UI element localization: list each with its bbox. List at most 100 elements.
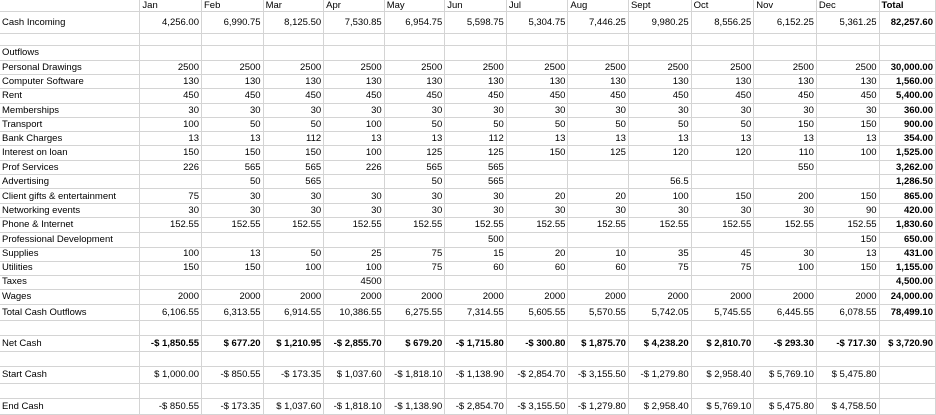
- total-cell[interactable]: 1,525.00: [879, 145, 936, 162]
- value-cell[interactable]: 152.55: [753, 217, 817, 233]
- month-header-cell[interactable]: Aug: [567, 0, 629, 13]
- value-cell[interactable]: 50: [263, 247, 325, 262]
- value-cell[interactable]: 2500: [691, 60, 755, 75]
- value-cell[interactable]: [691, 383, 755, 399]
- value-cell[interactable]: [816, 275, 880, 290]
- value-cell[interactable]: $ 1,000.00: [139, 366, 202, 384]
- value-cell[interactable]: 130: [691, 74, 755, 89]
- value-cell[interactable]: 125: [444, 145, 507, 162]
- value-cell[interactable]: [753, 232, 817, 248]
- value-cell[interactable]: [567, 160, 629, 176]
- value-cell[interactable]: 30: [567, 203, 629, 219]
- value-cell[interactable]: [384, 320, 446, 337]
- value-cell[interactable]: 152.55: [567, 217, 629, 233]
- value-cell[interactable]: 152.55: [139, 217, 202, 233]
- value-cell[interactable]: $ 677.20: [201, 335, 264, 353]
- value-cell[interactable]: $ 1,875.70: [567, 335, 629, 353]
- row-label-cell[interactable]: Taxes: [0, 275, 141, 290]
- value-cell[interactable]: 13: [506, 131, 569, 147]
- value-cell[interactable]: 450: [753, 88, 817, 105]
- value-cell[interactable]: 30: [201, 203, 264, 219]
- value-cell[interactable]: $ 5,475.80: [816, 366, 880, 384]
- value-cell[interactable]: [263, 275, 325, 290]
- value-cell[interactable]: [506, 320, 569, 337]
- value-cell[interactable]: 152.55: [384, 217, 446, 233]
- value-cell[interactable]: 30: [691, 203, 755, 219]
- value-cell[interactable]: 2000: [323, 289, 385, 305]
- value-cell[interactable]: 150: [816, 117, 880, 133]
- value-cell[interactable]: 152.55: [816, 217, 880, 233]
- value-cell[interactable]: 75: [139, 188, 202, 205]
- value-cell[interactable]: 5,598.75: [444, 11, 507, 34]
- value-cell[interactable]: [139, 320, 202, 337]
- value-cell[interactable]: [444, 383, 507, 399]
- value-cell[interactable]: [139, 33, 202, 46]
- value-cell[interactable]: 5,605.55: [506, 304, 569, 322]
- value-cell[interactable]: 120: [691, 145, 755, 162]
- value-cell[interactable]: 30: [384, 103, 446, 119]
- total-header-cell[interactable]: Total: [879, 0, 936, 13]
- total-cell[interactable]: 78,499.10: [879, 304, 936, 322]
- value-cell[interactable]: [201, 45, 264, 61]
- row-label-cell[interactable]: Bank Charges: [0, 131, 141, 147]
- value-cell[interactable]: -$ 1,715.80: [444, 335, 507, 353]
- total-cell[interactable]: 1,155.00: [879, 261, 936, 276]
- value-cell[interactable]: 10,386.55: [323, 304, 385, 322]
- value-cell[interactable]: [567, 351, 629, 368]
- value-cell[interactable]: 152.55: [201, 217, 264, 233]
- row-label-cell[interactable]: Interest on loan: [0, 145, 141, 162]
- row-label-cell[interactable]: [0, 0, 141, 13]
- value-cell[interactable]: [567, 33, 629, 46]
- total-cell[interactable]: 650.00: [879, 232, 936, 248]
- value-cell[interactable]: 30: [628, 203, 692, 219]
- value-cell[interactable]: 5,570.55: [567, 304, 629, 322]
- row-label-cell[interactable]: Start Cash: [0, 366, 141, 384]
- value-cell[interactable]: 90: [816, 203, 880, 219]
- value-cell[interactable]: [444, 33, 507, 46]
- row-label-cell[interactable]: Personal Drawings: [0, 60, 141, 75]
- total-cell[interactable]: $ 3,720.90: [879, 335, 936, 353]
- value-cell[interactable]: [567, 232, 629, 248]
- value-cell[interactable]: 30: [263, 203, 325, 219]
- value-cell[interactable]: [567, 275, 629, 290]
- value-cell[interactable]: [628, 320, 692, 337]
- value-cell[interactable]: 450: [384, 88, 446, 105]
- value-cell[interactable]: [139, 45, 202, 61]
- value-cell[interactable]: 150: [201, 145, 264, 162]
- value-cell[interactable]: 150: [139, 261, 202, 276]
- value-cell[interactable]: 130: [384, 74, 446, 89]
- value-cell[interactable]: 450: [567, 88, 629, 105]
- value-cell[interactable]: 50: [444, 117, 507, 133]
- value-cell[interactable]: 100: [139, 117, 202, 133]
- value-cell[interactable]: 15: [444, 247, 507, 262]
- value-cell[interactable]: 2000: [444, 289, 507, 305]
- value-cell[interactable]: [628, 33, 692, 46]
- value-cell[interactable]: -$ 1,818.10: [384, 366, 446, 384]
- value-cell[interactable]: -$ 717.30: [816, 335, 880, 353]
- value-cell[interactable]: 2000: [628, 289, 692, 305]
- value-cell[interactable]: 450: [263, 88, 325, 105]
- value-cell[interactable]: [201, 383, 264, 399]
- value-cell[interactable]: 50: [506, 117, 569, 133]
- value-cell[interactable]: 6,445.55: [753, 304, 817, 322]
- value-cell[interactable]: 50: [567, 117, 629, 133]
- value-cell[interactable]: -$ 173.35: [201, 398, 264, 415]
- total-cell[interactable]: 360.00: [879, 103, 936, 119]
- total-cell[interactable]: 420.00: [879, 203, 936, 219]
- value-cell[interactable]: [567, 320, 629, 337]
- value-cell[interactable]: $ 5,769.10: [753, 366, 817, 384]
- value-cell[interactable]: 125: [384, 145, 446, 162]
- value-cell[interactable]: [567, 174, 629, 190]
- value-cell[interactable]: [323, 174, 385, 190]
- row-label-cell[interactable]: [0, 320, 141, 337]
- value-cell[interactable]: 112: [263, 131, 325, 147]
- value-cell[interactable]: 152.55: [323, 217, 385, 233]
- value-cell[interactable]: 2000: [816, 289, 880, 305]
- value-cell[interactable]: $ 1,037.60: [263, 398, 325, 415]
- total-cell[interactable]: 3,262.00: [879, 160, 936, 176]
- row-label-cell[interactable]: [0, 33, 141, 46]
- value-cell[interactable]: 100: [323, 145, 385, 162]
- value-cell[interactable]: [139, 351, 202, 368]
- value-cell[interactable]: 150: [816, 188, 880, 205]
- value-cell[interactable]: 30: [753, 203, 817, 219]
